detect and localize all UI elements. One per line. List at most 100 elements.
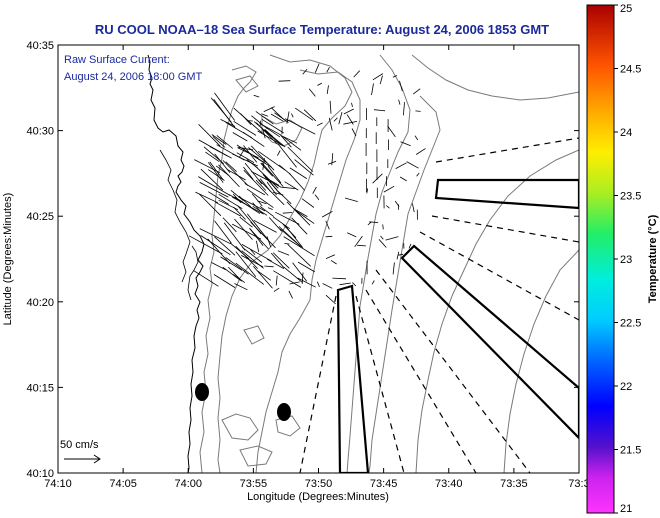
y-tick-label: 40:25 [26, 211, 54, 223]
current-vector [326, 67, 330, 73]
current-vector [283, 136, 302, 151]
current-vector [258, 179, 285, 206]
transect-1 [435, 137, 579, 163]
current-vector [369, 221, 379, 223]
current-vector [357, 244, 366, 247]
transect-5 [365, 289, 477, 473]
current-vector [379, 75, 383, 85]
colorbar-tick-label: 22.5 [620, 318, 641, 330]
current-vector [303, 109, 317, 122]
x-axis-ticks: 74:10 74:05 74:00 73:55 73:50 73:45 73:40 73:35… [44, 45, 590, 490]
x-axis-label: Longitude (Degrees:Minutes) [247, 491, 389, 503]
contour-outer-shelf [411, 54, 579, 101]
current-vector [281, 186, 296, 189]
current-vector [416, 172, 420, 177]
x-tick-label: 73:40 [435, 478, 463, 490]
figure-title: RU COOL NOAA–18 Sea Surface Temperature:… [95, 22, 549, 37]
current-vector [228, 266, 243, 282]
current-vector [263, 106, 275, 112]
current-vector [288, 290, 293, 299]
current-vector [396, 251, 400, 260]
current-vector [214, 153, 231, 174]
plot-background [58, 45, 579, 473]
current-vector [276, 190, 292, 204]
current-vector [314, 63, 320, 73]
current-vector [244, 183, 266, 196]
current-vector [283, 236, 315, 257]
current-vector [244, 162, 263, 185]
current-vector [366, 188, 369, 194]
current-vector [214, 236, 236, 256]
current-vector [403, 102, 405, 116]
station-marker-west [195, 383, 209, 401]
colorbar-tick-label: 24.5 [620, 64, 641, 76]
current-vector [272, 191, 284, 196]
contour-outer-shelf-2 [368, 95, 441, 473]
scale-label: 50 cm/s [60, 439, 99, 451]
x-tick-label: 74:05 [109, 478, 137, 490]
current-vector [236, 152, 255, 163]
zone-north-strip [434, 178, 579, 210]
current-vector [200, 235, 231, 256]
current-vector [257, 270, 272, 281]
current-vector [198, 139, 228, 157]
current-vector [291, 217, 308, 235]
coastline [147, 54, 205, 473]
surface-current-vectors [188, 63, 426, 305]
current-vector [277, 250, 290, 256]
current-vector [399, 80, 403, 92]
current-vector [302, 68, 308, 75]
transect-7 [299, 295, 337, 473]
current-vector [275, 275, 278, 286]
current-vector [297, 277, 316, 288]
contour-patch-north [235, 75, 259, 93]
current-vector [338, 111, 343, 125]
current-vector [263, 173, 280, 194]
current-vector [398, 253, 404, 256]
current-vector [385, 205, 390, 209]
colorbar-tick-label: 23.5 [620, 191, 641, 203]
colorbar-tick-label: 21.5 [620, 445, 641, 457]
current-vector [392, 75, 398, 78]
current-vector [215, 165, 230, 177]
current-vector [205, 151, 220, 163]
x-tick-label: 74:10 [44, 478, 72, 490]
current-vector [382, 224, 384, 230]
current-vector [301, 198, 315, 208]
zone-canyon-strip [336, 284, 370, 473]
colorbar-tick-label: 22 [620, 381, 632, 393]
current-vector [294, 107, 314, 121]
current-vector [239, 216, 253, 228]
current-vector [286, 201, 311, 226]
current-vector [200, 168, 224, 191]
current-vector [207, 169, 225, 181]
current-vector [412, 203, 415, 213]
current-vector [347, 232, 357, 238]
current-vector [414, 135, 419, 141]
current-vector [288, 172, 305, 191]
current-vector [251, 193, 263, 207]
current-vector [282, 212, 293, 214]
current-vector [242, 147, 254, 151]
current-vector [210, 97, 232, 123]
current-vector [385, 236, 399, 241]
exclusion-zones [336, 178, 579, 473]
current-vector [297, 261, 316, 273]
current-vector [232, 132, 248, 142]
current-vector [207, 238, 231, 264]
current-vector [287, 146, 314, 172]
current-vector [194, 159, 221, 174]
current-vector [333, 117, 338, 122]
current-vector [215, 201, 241, 217]
current-vector [273, 287, 280, 292]
current-vector [249, 228, 269, 250]
current-vector [326, 85, 329, 94]
current-vector [199, 228, 231, 245]
current-vector [238, 196, 266, 212]
current-vector [225, 161, 237, 172]
current-vector [321, 211, 333, 218]
colorbar-label: Temperature (°C) [647, 214, 659, 303]
current-vector [279, 134, 292, 148]
current-vector [308, 88, 316, 97]
